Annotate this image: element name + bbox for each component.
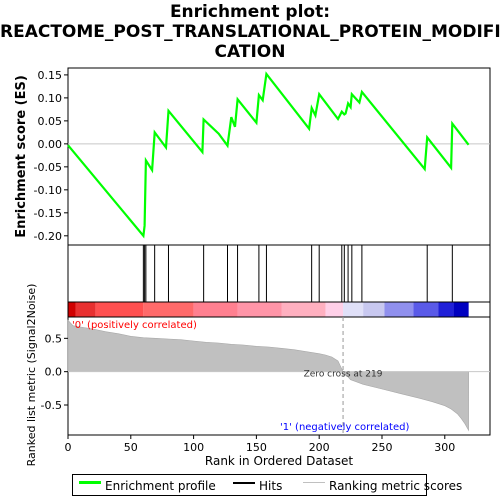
- color-bar-segment: [95, 302, 144, 317]
- ranking-metric-area: [67, 319, 469, 432]
- rank-ytick-label: -0.5: [41, 399, 62, 412]
- xtick-label: 300: [434, 441, 455, 454]
- chart-legend: Enrichment profile Hits Ranking metric s…: [72, 474, 462, 496]
- chart-title-line-2: REACTOME_POST_TRANSLATIONAL_PROTEIN_MODI…: [0, 22, 500, 42]
- hits-panel-frame: [67, 244, 491, 303]
- es-ytick-label: 0.00: [38, 138, 63, 151]
- color-bar-segment: [193, 302, 238, 317]
- positive-correlation-label: '0' (positively correlated): [72, 320, 197, 331]
- rank-ytick-label: 0.5: [45, 332, 63, 345]
- legend-swatch-hits: [233, 482, 255, 484]
- es-ytick-label: 0.05: [38, 115, 63, 128]
- es-ytick-label: -0.20: [34, 230, 62, 243]
- xtick-label: 50: [124, 441, 138, 454]
- rank-ytick-label: 0.0: [45, 366, 63, 379]
- color-bar-segment: [325, 302, 344, 317]
- legend-label-enrichment-profile: Enrichment profile: [105, 479, 216, 493]
- color-bar-segment: [363, 302, 385, 317]
- rank-xlabel: Rank in Ordered Dataset: [205, 454, 353, 468]
- xtick-label: 150: [246, 441, 267, 454]
- es-ytick-label: 0.10: [38, 92, 63, 105]
- legend-label-ranking-metric: Ranking metric scores: [329, 479, 463, 493]
- color-bar-segment: [343, 302, 364, 317]
- es-ytick-label: 0.15: [38, 69, 63, 82]
- chart-title-line-1: Enrichment plot:: [169, 2, 331, 22]
- es-ylabel: Enrichment score (ES): [14, 75, 29, 238]
- zero-cross-label: Zero cross at 219: [304, 370, 383, 380]
- color-bar-segment: [413, 302, 439, 317]
- color-bar-segment: [453, 302, 469, 317]
- xtick-label: 200: [309, 441, 330, 454]
- legend-swatch-ranking-metric: [303, 482, 325, 483]
- color-bar-segment: [143, 302, 194, 317]
- legend-label-hits: Hits: [259, 479, 283, 493]
- es-ytick-label: -0.15: [34, 207, 62, 220]
- xtick-label: 250: [371, 441, 392, 454]
- color-bar-segment: [237, 302, 282, 317]
- legend-swatch-enrichment-profile: [79, 481, 101, 484]
- xtick-label: 100: [183, 441, 204, 454]
- color-bar-segment: [384, 302, 414, 317]
- color-bar-segment: [281, 302, 326, 317]
- es-panel-frame: [67, 67, 491, 246]
- negative-correlation-label: '1' (negatively correlated): [280, 422, 409, 433]
- enrichment-profile-line: [67, 71, 470, 239]
- es-ytick-label: -0.10: [34, 184, 62, 197]
- color-bar-segment: [75, 302, 96, 317]
- xtick-label: 0: [65, 441, 72, 454]
- rank-ylabel: Ranked list metric (Signal2Noise): [25, 284, 38, 467]
- chart-title-line-3: CATION: [214, 42, 286, 62]
- color-bar-segment: [68, 302, 76, 317]
- es-ytick-label: -0.05: [34, 161, 62, 174]
- color-bar-segment: [438, 302, 454, 317]
